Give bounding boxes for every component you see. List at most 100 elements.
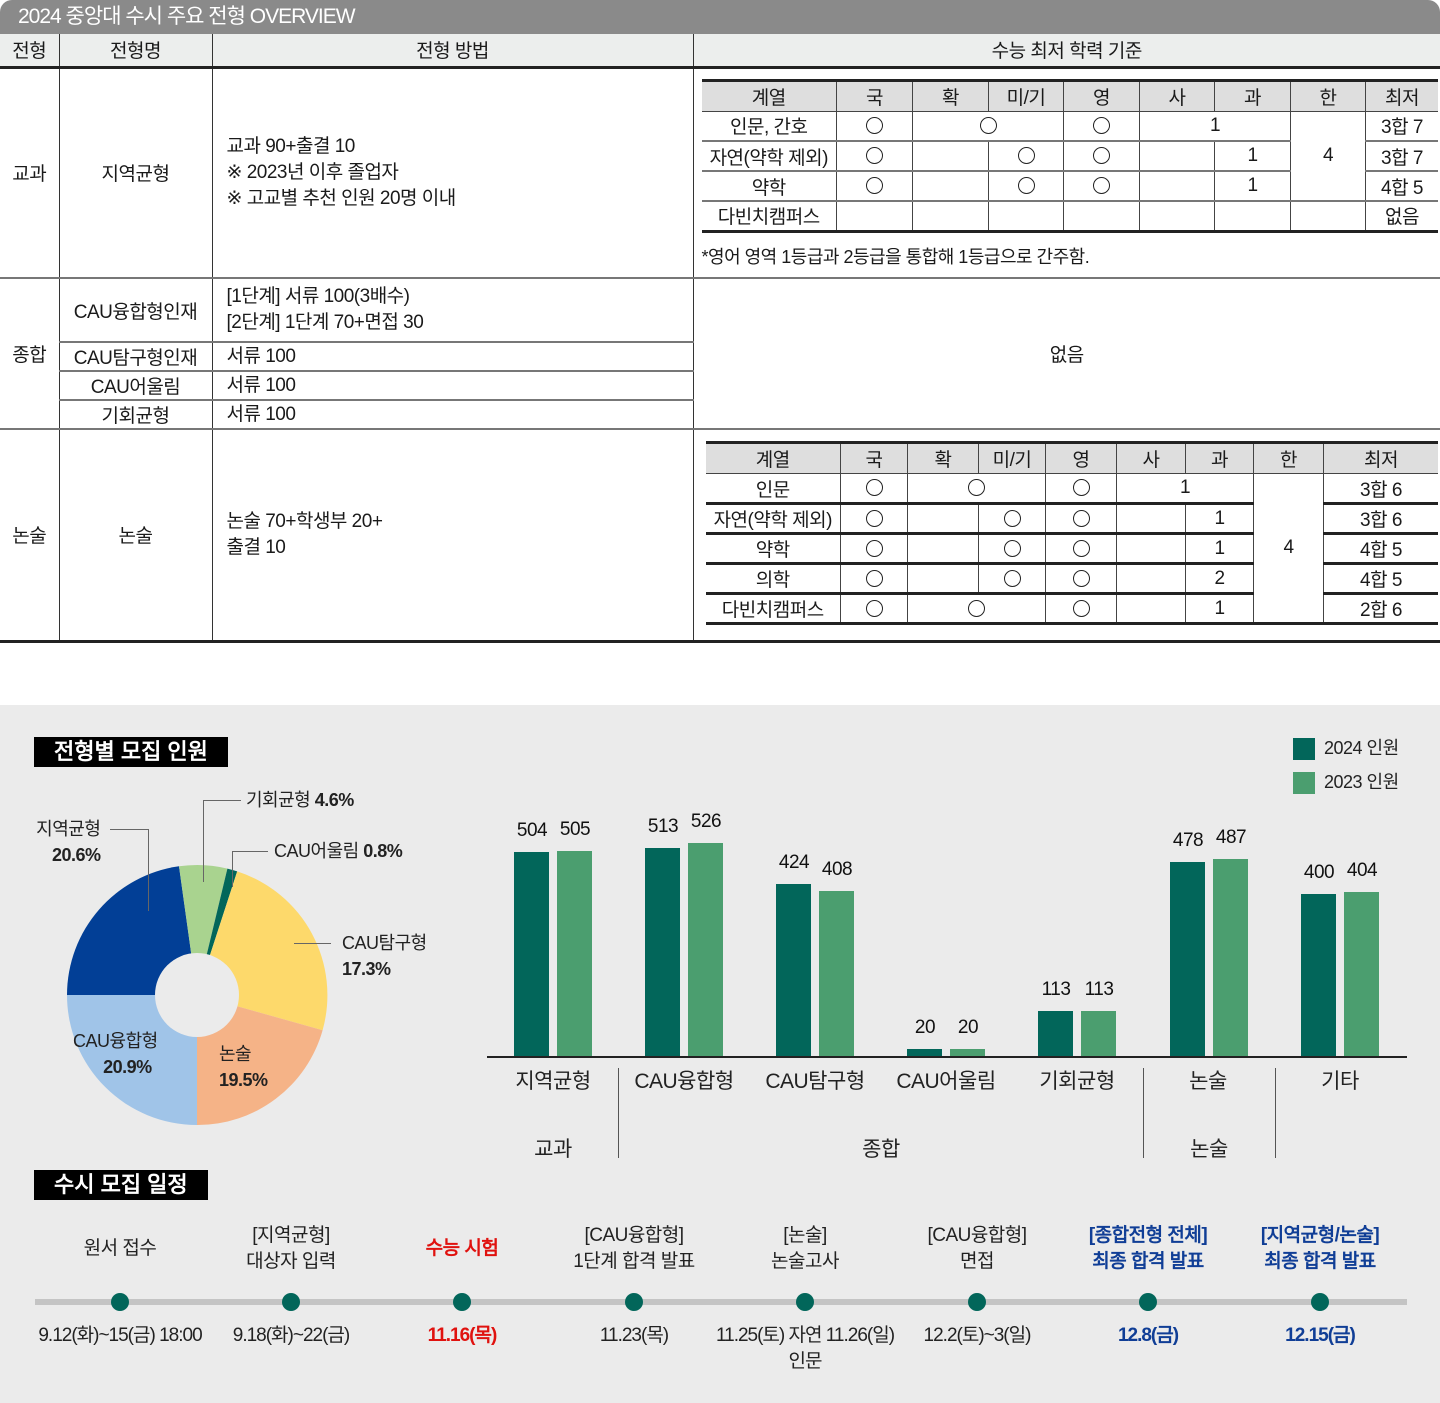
group-divider bbox=[618, 1068, 619, 1158]
col-track: 계열 bbox=[701, 78, 837, 112]
math-cell bbox=[912, 170, 989, 202]
row-name: CAU어울림 bbox=[58, 370, 213, 401]
empty-cell bbox=[912, 200, 989, 233]
min-cell: 없음 bbox=[1365, 200, 1438, 233]
schedule-event-title: [CAU융합형] 면접 bbox=[892, 1223, 1062, 1275]
slice-jiyeok bbox=[67, 866, 197, 995]
circle-mark-icon bbox=[865, 569, 883, 587]
schedule-event-date: 11.23(목) bbox=[539, 1323, 729, 1349]
circle-mark-icon bbox=[1017, 177, 1035, 195]
han-cell: 4 bbox=[1290, 110, 1366, 202]
pie-label-jiyeok: 지역균형 20.6% bbox=[36, 816, 101, 868]
row-name: 논술 bbox=[58, 428, 213, 643]
leader-line bbox=[294, 943, 331, 944]
category-label: CAU융합형 bbox=[634, 1070, 734, 1093]
method-line: 출결 10 bbox=[226, 536, 286, 558]
kor-cell bbox=[840, 563, 908, 595]
pie-label-pct: 4.6% bbox=[314, 790, 355, 810]
table-row: CAU탐구형인재 서류 100 bbox=[0, 341, 1440, 372]
circle-mark-icon bbox=[866, 147, 883, 165]
circle-mark-icon bbox=[866, 177, 883, 195]
circle-mark-icon bbox=[1072, 569, 1090, 587]
legend-label: 2024 인원 bbox=[1324, 738, 1399, 758]
circle-mark-icon bbox=[1072, 539, 1090, 557]
track-cell: 자연(약학 제외) bbox=[701, 140, 837, 172]
slice-nonsul bbox=[197, 995, 323, 1126]
math-cell bbox=[907, 473, 1046, 505]
table-row: 인문, 간호 1 4 3합 7 bbox=[701, 110, 1438, 202]
row-type: 교과 bbox=[0, 66, 60, 279]
event-date-line: 9.18(화)~22(금) bbox=[232, 1325, 350, 1346]
event-title-line: 수능 시험 bbox=[425, 1238, 499, 1259]
table-row: 인문 1 4 3합 6 bbox=[705, 473, 1438, 625]
english-grade-note: *영어 영역 1등급과 2등급을 통합해 1등급으로 간주함. bbox=[701, 246, 1090, 267]
method-line: [1단계] 서류 100(3배수) bbox=[226, 286, 410, 307]
table-row: 약학 1 4합 5 bbox=[701, 170, 1438, 202]
min-cell: 3합 6 bbox=[1323, 503, 1438, 535]
timeline-dot-icon bbox=[796, 1293, 814, 1311]
kor-cell bbox=[840, 593, 908, 625]
soc-cell bbox=[1116, 593, 1186, 625]
schedule-event-title: 수능 시험 bbox=[377, 1236, 547, 1262]
bar-2023 bbox=[819, 890, 854, 1057]
circle-mark-icon bbox=[1003, 539, 1021, 557]
col-math: 확 bbox=[907, 441, 979, 474]
eng-cell bbox=[1045, 563, 1117, 595]
category-label: 논술 bbox=[1189, 1070, 1227, 1093]
pie-label-pct: 0.8% bbox=[363, 841, 403, 861]
circle-mark-icon bbox=[1093, 117, 1110, 135]
timeline-dot-icon bbox=[625, 1293, 643, 1311]
row-type: 종합 bbox=[0, 277, 60, 430]
math-cell bbox=[912, 110, 1064, 142]
track-cell: 약학 bbox=[705, 533, 841, 565]
event-title-line: 최종 합격 발표 bbox=[1264, 1251, 1376, 1272]
event-date-line: 11.23(목) bbox=[599, 1325, 669, 1346]
row-method: [1단계] 서류 100(3배수) [2단계] 1단계 70+면접 30 bbox=[211, 277, 694, 343]
pie-label-pct: 20.9% bbox=[103, 1057, 152, 1077]
timeline-dot-icon bbox=[1139, 1293, 1157, 1311]
timeline-dot-icon bbox=[968, 1293, 986, 1311]
row-method: 서류 100 bbox=[211, 341, 694, 372]
circle-mark-icon bbox=[865, 479, 883, 497]
eng-cell bbox=[1045, 503, 1117, 535]
min-cell: 4합 5 bbox=[1323, 563, 1438, 595]
timeline-dot-icon bbox=[1311, 1293, 1329, 1311]
row-name: CAU융합형인재 bbox=[58, 277, 213, 343]
legend-swatch bbox=[1293, 738, 1315, 761]
track-cell: 약학 bbox=[701, 170, 837, 202]
pie-label-name: CAU융합형 bbox=[73, 1031, 158, 1051]
col-track: 계열 bbox=[705, 441, 841, 474]
kor-cell bbox=[840, 473, 908, 505]
sci-cell: 1 bbox=[1185, 503, 1254, 535]
sci-cell: 1 bbox=[1214, 140, 1291, 172]
event-date-line: 12.2(토)~3(일) bbox=[923, 1325, 1032, 1346]
row-name: 기회균형 bbox=[58, 399, 213, 430]
eng-cell bbox=[1045, 593, 1117, 625]
col-soc: 사 bbox=[1139, 78, 1215, 112]
empty-cell bbox=[836, 200, 913, 233]
leader-line bbox=[203, 800, 241, 801]
kor-cell bbox=[836, 110, 913, 142]
timeline-dot-icon bbox=[453, 1293, 471, 1311]
row-type: 논술 bbox=[0, 428, 60, 643]
math-cell bbox=[912, 140, 989, 172]
pie-label-pct: 20.6% bbox=[52, 845, 101, 865]
row-name: CAU탐구형인재 bbox=[58, 341, 213, 372]
category-label: CAU어울림 bbox=[896, 1070, 996, 1093]
bar-value-label: 478 bbox=[1172, 830, 1204, 852]
col-math: 확 bbox=[912, 78, 989, 112]
col-migi: 미/기 bbox=[988, 78, 1064, 112]
minimum-table-gyogwa: 계열 국 확 미/기 영 사 과 한 최저 인문, 간호 bbox=[701, 78, 1438, 233]
event-title-line: [논술] bbox=[783, 1225, 827, 1246]
schedule-event-date: 11.16(목) bbox=[367, 1323, 557, 1349]
eng-cell bbox=[1045, 473, 1117, 505]
schedule-event-date: 9.12(화)~15(금) 18:00 bbox=[25, 1323, 215, 1349]
circle-mark-icon bbox=[1003, 569, 1021, 587]
sci-cell: 1 bbox=[1214, 170, 1291, 202]
row-method: 서류 100 bbox=[211, 370, 694, 401]
schedule-event-date: 12.15(금) bbox=[1225, 1323, 1415, 1349]
event-date-line: 인문 bbox=[788, 1351, 823, 1372]
bar-2023 bbox=[1344, 892, 1379, 1057]
bar-value-label: 400 bbox=[1303, 862, 1335, 883]
bar-2024 bbox=[1038, 1010, 1073, 1057]
